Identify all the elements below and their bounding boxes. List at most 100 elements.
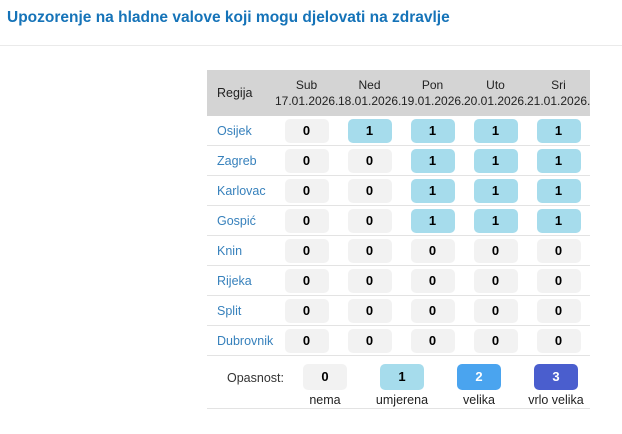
warning-level-badge: 0 [347,178,392,203]
value-cell: 1 [338,118,401,143]
legend-item-label: vrlo velika [528,393,584,407]
warning-level-badge: 0 [536,298,581,323]
warning-level-badge: 0 [347,208,392,233]
value-cell: 1 [527,178,590,203]
region-cell: Rijeka [207,274,275,288]
warning-level-badge: 1 [536,148,581,173]
value-cell: 1 [464,208,527,233]
region-column-header: Regija [217,86,253,100]
value-cell: 0 [338,208,401,233]
day-column-header: Sri 21.01.2026. [527,77,590,109]
warning-level-badge: 0 [410,298,455,323]
region-link[interactable]: Gospić [217,213,256,228]
warning-level-badge: 0 [473,268,518,293]
value-cell: 0 [338,148,401,173]
legend-item: 0 nema [289,364,361,407]
warning-level-badge: 1 [536,178,581,203]
value-cell: 0 [401,298,464,323]
table-row: Gospić 0 0 1 1 1 [207,206,590,236]
legend-item-label: velika [463,393,495,407]
region-link[interactable]: Split [217,303,242,318]
value-cell: 0 [338,328,401,353]
warning-level-badge: 0 [536,328,581,353]
value-cell: 0 [401,268,464,293]
day-name-label: Ned [358,78,381,92]
legend-items: 0 nema 1 umjerena 2 velika 3 vrlo velika [284,364,592,407]
value-cell: 0 [275,328,338,353]
warning-level-badge: 1 [473,178,518,203]
day-column-header: Uto 20.01.2026. [464,77,527,109]
warning-level-badge: 0 [536,238,581,263]
table-row: Osijek 0 1 1 1 1 [207,116,590,146]
warning-level-badge: 0 [536,268,581,293]
day-column-header: Ned 18.01.2026. [338,77,401,109]
day-date-label: 18.01.2026. [338,94,402,108]
legend-item: 2 velika [443,364,515,407]
day-column-header: Pon 19.01.2026. [401,77,464,109]
value-cell: 0 [275,238,338,263]
day-name-label: Sri [551,78,566,92]
legend-item: 1 umjerena [366,364,438,407]
value-cell: 1 [401,148,464,173]
warning-level-badge: 1 [536,118,581,143]
warning-level-badge: 0 [284,328,329,353]
warning-level-badge: 1 [473,148,518,173]
legend-item-label: umjerena [375,393,429,407]
danger-legend: Opasnost: 0 nema 1 umjerena 2 velika 3 vrlo vel… [207,356,590,409]
value-cell: 0 [275,148,338,173]
day-name-label: Pon [421,78,444,92]
region-link[interactable]: Karlovac [217,183,266,198]
value-cell: 0 [401,328,464,353]
value-cell: 1 [464,178,527,203]
warning-level-badge: 1 [473,208,518,233]
region-cell: Zagreb [207,154,275,168]
day-date-label: 21.01.2026. [527,94,591,108]
day-column-header: Sub 17.01.2026. [275,77,338,109]
warning-level-badge: 1 [410,208,455,233]
warning-level-badge: 0 [347,148,392,173]
value-cell: 1 [401,178,464,203]
warning-level-badge: 0 [410,328,455,353]
region-link[interactable]: Dubrovnik [217,333,274,348]
warning-level-badge: 0 [347,238,392,263]
warning-level-badge: 1 [410,148,455,173]
value-cell: 1 [527,148,590,173]
table-row: Split 0 0 0 0 0 [207,296,590,326]
region-cell: Osijek [207,124,275,138]
value-cell: 0 [275,268,338,293]
region-link[interactable]: Osijek [217,123,252,138]
value-cell: 0 [527,238,590,263]
legend-level-badge: 3 [533,364,578,390]
warning-level-badge: 0 [284,148,329,173]
value-cell: 0 [401,238,464,263]
value-cell: 0 [464,328,527,353]
value-cell: 0 [464,238,527,263]
table-body: Osijek 0 1 1 1 1 Zagreb 0 0 1 1 1 Karlovac 0 0 1 1 1 Gospi… [207,116,590,356]
value-cell: 0 [275,208,338,233]
warning-level-badge: 0 [284,238,329,263]
warning-level-badge: 0 [284,298,329,323]
value-cell: 0 [275,298,338,323]
legend-level-badge: 0 [302,364,347,390]
legend-level-badge: 1 [379,364,424,390]
warning-level-badge: 0 [473,298,518,323]
warning-level-badge: 0 [284,268,329,293]
region-link[interactable]: Knin [217,243,243,258]
table-row: Karlovac 0 0 1 1 1 [207,176,590,206]
legend-item-label: nema [309,393,341,407]
region-link[interactable]: Rijeka [217,273,252,288]
value-cell: 1 [401,118,464,143]
value-cell: 0 [338,178,401,203]
region-link[interactable]: Zagreb [217,153,257,168]
warning-level-badge: 0 [410,238,455,263]
warning-level-badge: 0 [347,298,392,323]
value-cell: 0 [464,268,527,293]
value-cell: 0 [527,298,590,323]
day-date-label: 20.01.2026. [464,94,528,108]
value-cell: 0 [338,238,401,263]
region-cell: Gospić [207,214,275,228]
warning-level-badge: 0 [410,268,455,293]
table-row: Dubrovnik 0 0 0 0 0 [207,326,590,356]
warning-level-badge: 1 [347,118,392,143]
value-cell: 0 [527,328,590,353]
